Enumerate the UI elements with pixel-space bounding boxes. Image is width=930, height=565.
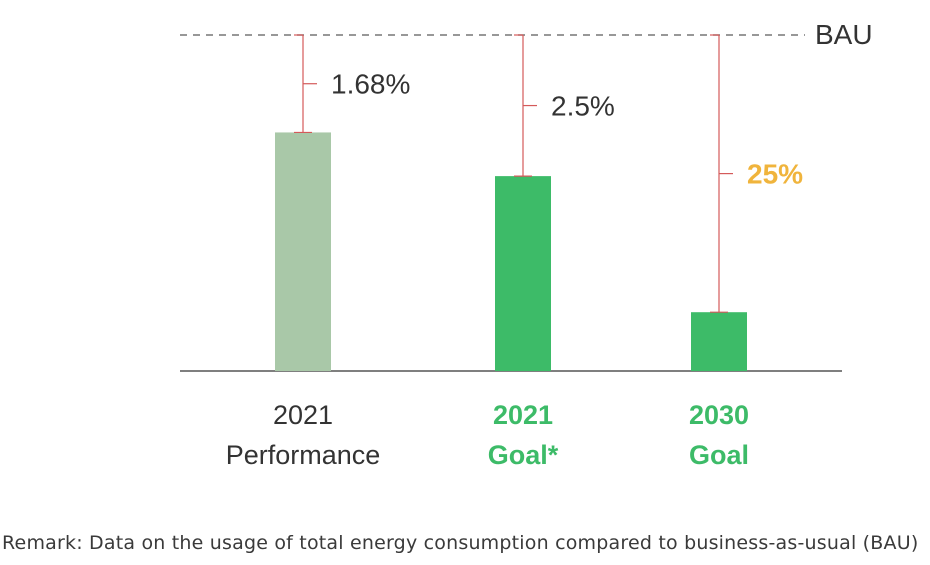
- category-label-2-line1: 2021: [493, 400, 553, 430]
- reduction-label-1: 1.68%: [331, 69, 410, 100]
- bar-1: [275, 132, 331, 371]
- category-label-3-line2: Goal: [689, 440, 749, 470]
- reduction-label-3: 25%: [747, 159, 803, 190]
- chart-remark: Remark: Data on the usage of total energ…: [2, 532, 919, 554]
- bar-3: [691, 312, 747, 371]
- category-label-3-line1: 2030: [689, 400, 749, 430]
- bau-label: BAU: [815, 19, 873, 50]
- reduction-label-2: 2.5%: [551, 91, 615, 122]
- bar-2: [495, 176, 551, 371]
- category-label-2-line2: Goal*: [488, 440, 559, 470]
- category-label-1-line1: 2021: [273, 400, 333, 430]
- category-label-1-line2: Performance: [226, 440, 381, 470]
